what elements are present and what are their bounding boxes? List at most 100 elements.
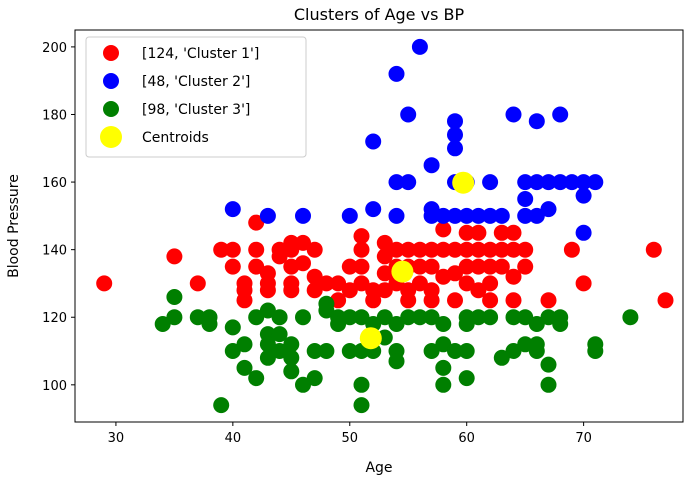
- cluster-2-point-41: [575, 224, 592, 241]
- cluster-3-point-55: [458, 316, 475, 332]
- cluster-1-point-70: [470, 282, 487, 299]
- cluster-3-point-9: [236, 359, 253, 376]
- cluster-2-point-6: [388, 65, 405, 82]
- y-tick-label-140: 140: [42, 244, 67, 259]
- cluster-3-point-51: [435, 359, 452, 376]
- cluster-1-point-88: [657, 292, 674, 309]
- cluster-3-point-64: [517, 336, 534, 353]
- cluster-2-point-31: [528, 174, 545, 191]
- cluster-2-point-0: [224, 201, 241, 218]
- cluster-3-point-15: [259, 336, 276, 353]
- cluster-1-point-31: [341, 282, 358, 299]
- y-tick-label-200: 200: [42, 41, 67, 56]
- cluster-3-point-18: [271, 326, 288, 343]
- y-tick-label-160: 160: [42, 176, 67, 191]
- cluster-3-point-34: [353, 309, 370, 326]
- cluster-2-point-20: [447, 207, 463, 224]
- cluster-3-point-19: [271, 343, 288, 359]
- y-axis: 100 120 140 160 180 200: [42, 41, 75, 394]
- cluster-1-point-3: [213, 241, 230, 258]
- cluster-2-point-39: [575, 174, 592, 191]
- x-tick-label-70: 70: [575, 431, 592, 446]
- cluster-3-point-58: [470, 309, 487, 326]
- cluster-3-point-25: [306, 370, 323, 387]
- cluster-1-point-57: [435, 221, 452, 238]
- cluster-1-point-82: [517, 241, 534, 258]
- cluster-2-point-37: [552, 174, 569, 191]
- cluster-1-point-41: [376, 282, 393, 299]
- cluster-1-point-22: [295, 234, 311, 251]
- cluster-1-point-1: [166, 248, 183, 265]
- cluster-3-point-6: [213, 397, 230, 414]
- cluster-1-point-53: [423, 241, 440, 258]
- cluster-2-point-40: [575, 187, 592, 204]
- legend-box: [85, 36, 307, 158]
- cluster-3-point-13: [259, 302, 276, 319]
- cluster-1-point-66: [458, 275, 475, 292]
- cluster-3-point-21: [283, 349, 300, 366]
- cluster-2-point-7: [388, 174, 405, 191]
- y-tick-label-120: 120: [42, 311, 67, 326]
- cluster-3-point-20: [283, 336, 300, 353]
- cluster-3-point-33: [341, 343, 358, 359]
- cluster-2-point-10: [400, 174, 417, 191]
- cluster-1-point-72: [482, 258, 499, 275]
- cluster-2-point-23: [470, 207, 487, 224]
- x-axis-label: Age: [365, 460, 392, 476]
- y-axis-label: Blood Pressure: [6, 174, 22, 278]
- cluster-2-point-27: [505, 106, 522, 123]
- cluster-2-point-29: [517, 191, 534, 207]
- cluster-2-point-36: [552, 106, 569, 123]
- cluster-3-point-24: [295, 376, 311, 393]
- plot-frame: [74, 29, 684, 423]
- cluster-2-point-38: [563, 174, 580, 191]
- cluster-3-point-44: [388, 353, 405, 370]
- cluster-1-point-83: [517, 258, 534, 275]
- cluster-1-point-78: [505, 224, 522, 241]
- cluster-1-point-71: [482, 241, 499, 258]
- cluster-2-point-4: [365, 133, 382, 150]
- cluster-1-point-39: [376, 248, 393, 265]
- cluster-3-point-1: [166, 309, 183, 326]
- cluster-1-point-49: [400, 292, 417, 309]
- cluster-1-point-58: [435, 241, 452, 258]
- legend-label-cluster-3: [98, 'Cluster 3']: [142, 102, 250, 118]
- cluster-1-point-61: [447, 265, 463, 282]
- x-tick-label-60: 60: [458, 431, 475, 446]
- cluster-1-point-2: [189, 275, 206, 292]
- cluster-1-point-56: [423, 292, 440, 309]
- cluster-2-point-12: [423, 157, 440, 174]
- cluster-3-point-62: [505, 343, 522, 359]
- cluster-3-point-61: [505, 309, 522, 326]
- cluster-3-point-60: [493, 349, 510, 366]
- cluster-2-point-22: [458, 207, 475, 224]
- cluster-2-point-26: [493, 207, 510, 224]
- cluster-1-point-68: [470, 241, 487, 258]
- cluster-3-point-17: [271, 309, 288, 326]
- cluster-2-point-9: [400, 106, 417, 123]
- cluster-3-point-11: [248, 309, 265, 326]
- data-marks: [96, 38, 674, 414]
- legend-marker-cluster-2: [103, 73, 119, 89]
- cluster-3-point-28: [318, 302, 335, 319]
- cluster-1-point-25: [306, 268, 323, 285]
- cluster-2-point-1: [259, 207, 276, 224]
- cluster-1-point-16: [271, 241, 288, 258]
- cluster-3-point-0: [154, 316, 171, 332]
- cluster-3-point-26: [306, 343, 323, 359]
- cluster-1-point-51: [411, 258, 428, 275]
- cluster-2-point-34: [540, 174, 557, 191]
- cluster-1-point-81: [505, 292, 522, 309]
- cluster-1-point-67: [470, 224, 487, 241]
- cluster-3-point-23: [295, 309, 311, 326]
- cluster-1-point-9: [248, 214, 265, 231]
- cluster-2-point-11: [411, 38, 428, 55]
- cluster-3-point-40: [376, 309, 393, 326]
- cluster-1-point-63: [458, 224, 475, 241]
- x-tick-label-50: 50: [341, 431, 358, 446]
- cluster-3-point-47: [423, 309, 440, 326]
- legend-marker-centroids: [100, 126, 122, 148]
- cluster-1-point-18: [283, 241, 300, 258]
- cluster-3-point-32: [341, 309, 358, 326]
